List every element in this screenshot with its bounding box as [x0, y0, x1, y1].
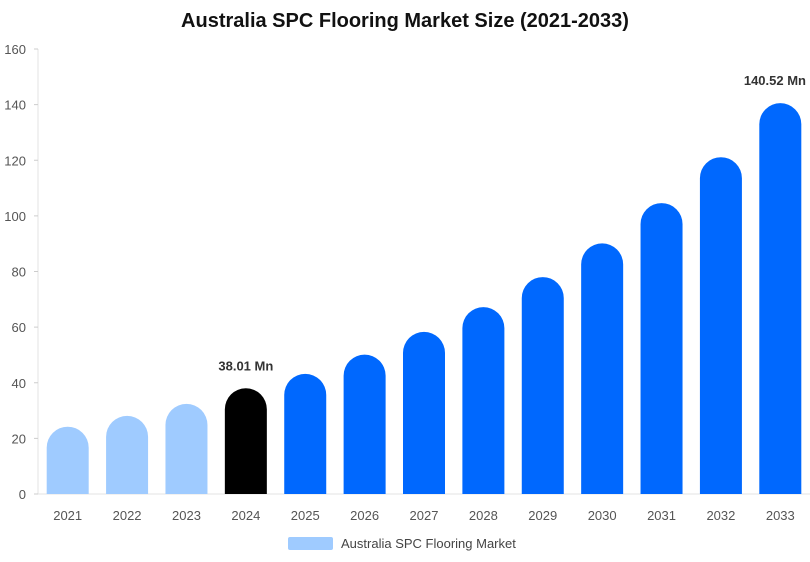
y-tick-label: 160: [4, 42, 26, 57]
y-tick-label: 0: [19, 487, 26, 502]
x-tick-label: 2028: [469, 508, 498, 523]
bar-2030: [581, 243, 624, 494]
bar-2029: [521, 277, 564, 494]
bar-2023: [165, 403, 208, 494]
bar-2024: [224, 388, 267, 494]
x-tick-label: 2029: [528, 508, 557, 523]
bar-2028: [462, 307, 505, 494]
x-tick-label: 2022: [113, 508, 142, 523]
bar-2026: [343, 354, 386, 494]
data-label: 140.52 Mn: [744, 73, 806, 88]
bar-2032: [699, 157, 742, 494]
legend-swatch: [288, 537, 333, 550]
bar-2027: [403, 331, 445, 494]
x-tick-label: 2030: [588, 508, 617, 523]
y-tick-label: 20: [12, 431, 26, 446]
x-tick-label: 2026: [350, 508, 379, 523]
x-tick-label: 2023: [172, 508, 201, 523]
bar-2022: [106, 415, 149, 494]
y-tick-label: 60: [12, 320, 26, 335]
bar-2025: [284, 373, 327, 494]
x-tick-label: 2025: [291, 508, 320, 523]
y-tick-label: 120: [4, 153, 26, 168]
y-tick-label: 80: [12, 265, 26, 280]
y-tick-label: 100: [4, 209, 26, 224]
x-tick-label: 2021: [53, 508, 82, 523]
bar-2021: [46, 426, 89, 494]
x-tick-label: 2033: [766, 508, 795, 523]
x-tick-label: 2032: [706, 508, 735, 523]
y-tick-label: 140: [4, 98, 26, 113]
bar-2031: [640, 203, 683, 495]
data-label: 38.01 Mn: [218, 358, 273, 373]
x-tick-label: 2031: [647, 508, 676, 523]
chart-title: Australia SPC Flooring Market Size (2021…: [181, 10, 629, 32]
legend-label: Australia SPC Flooring Market: [341, 536, 516, 551]
x-tick-label: 2027: [410, 508, 439, 523]
y-tick-label: 40: [12, 376, 26, 391]
bar-2033: [759, 103, 802, 495]
chart-legend: Australia SPC Flooring Market: [288, 536, 516, 551]
x-tick-label: 2024: [231, 508, 260, 523]
